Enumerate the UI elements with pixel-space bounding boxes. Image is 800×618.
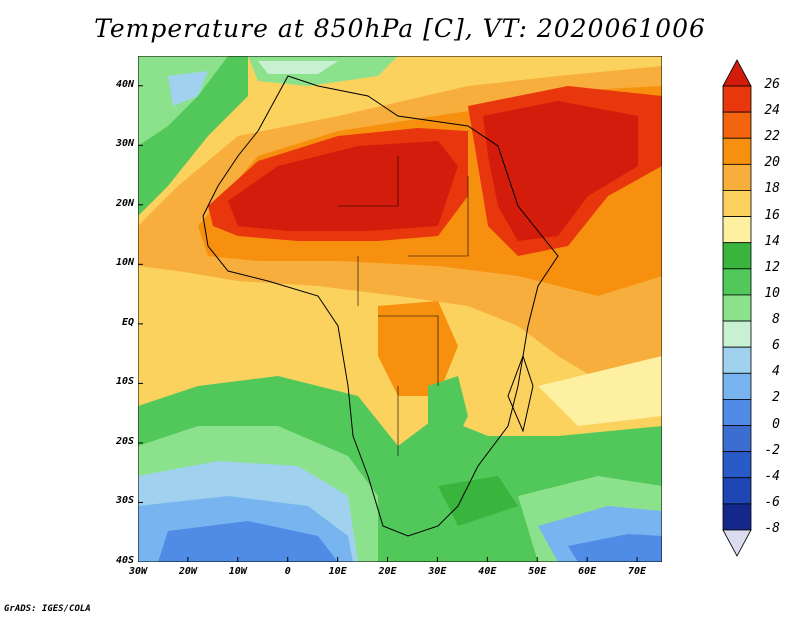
colorbar-label: 24 xyxy=(764,103,780,119)
colorbar-label: -8 xyxy=(764,521,780,536)
temperature-map xyxy=(138,56,662,562)
colorbar-swatch xyxy=(722,346,752,374)
lon-tick-label: 60E xyxy=(578,566,597,577)
colorbar-label: -4 xyxy=(764,468,780,484)
colorbar-label: 8 xyxy=(772,312,780,328)
colorbar-swatch xyxy=(722,216,752,244)
lon-tick-label: 0 xyxy=(284,566,291,577)
colorbar-label: -6 xyxy=(764,494,780,510)
lat-tick-label: 10N xyxy=(115,257,134,269)
colorbar-swatch xyxy=(722,242,752,270)
colorbar-label: 20 xyxy=(764,155,780,171)
lat-tick-label: 40S xyxy=(115,555,134,566)
colorbar-label: 22 xyxy=(764,129,780,145)
colorbar xyxy=(722,59,752,557)
colorbar-label: 12 xyxy=(764,259,780,275)
colorbar-label: 16 xyxy=(764,207,780,223)
lat-tick-label: 40N xyxy=(115,78,134,90)
lon-tick-label: 30E xyxy=(428,566,447,577)
colorbar-label: 6 xyxy=(772,338,780,354)
colorbar-swatch xyxy=(722,372,752,400)
grads-credit: GrADS: IGES/COLA xyxy=(4,604,91,614)
lat-tick-label: 20N xyxy=(115,197,134,209)
lat-tick-label: 30S xyxy=(115,495,134,507)
colorbar-swatch xyxy=(722,451,752,479)
colorbar-label: 18 xyxy=(764,181,780,197)
lon-tick-label: 20W xyxy=(178,566,197,577)
lon-tick-label: 10E xyxy=(328,566,347,577)
colorbar-swatch xyxy=(722,294,752,322)
lat-tick-label: 20S xyxy=(115,435,134,447)
colorbar-swatch xyxy=(722,163,752,191)
colorbar-label: 10 xyxy=(764,285,780,301)
lat-tick-label: 10S xyxy=(115,376,134,388)
colorbar-label: 26 xyxy=(764,77,780,92)
lon-tick-label: 50E xyxy=(528,566,547,577)
lon-tick-label: 30W xyxy=(128,566,148,577)
colorbar-bottom-arrow xyxy=(722,529,752,557)
colorbar-label: 4 xyxy=(772,364,780,380)
colorbar-label: -2 xyxy=(764,442,780,458)
colorbar-label: 0 xyxy=(772,416,780,432)
lat-tick-label: 30N xyxy=(115,138,134,150)
colorbar-swatch xyxy=(722,85,752,113)
colorbar-swatch xyxy=(722,503,752,531)
lon-tick-label: 40E xyxy=(478,566,497,577)
colorbar-swatch xyxy=(722,137,752,165)
colorbar-label: 14 xyxy=(764,233,780,249)
lat-tick-label: EQ xyxy=(121,316,134,328)
colorbar-swatch xyxy=(722,320,752,348)
lon-tick-label: 70E xyxy=(628,566,647,577)
colorbar-swatch xyxy=(722,111,752,139)
colorbar-label: 2 xyxy=(772,390,780,406)
lon-tick-label: 10W xyxy=(228,566,247,577)
map-title: Temperature at 850hPa [C], VT: 202006100… xyxy=(94,14,706,43)
lon-tick-label: 20E xyxy=(378,566,397,577)
